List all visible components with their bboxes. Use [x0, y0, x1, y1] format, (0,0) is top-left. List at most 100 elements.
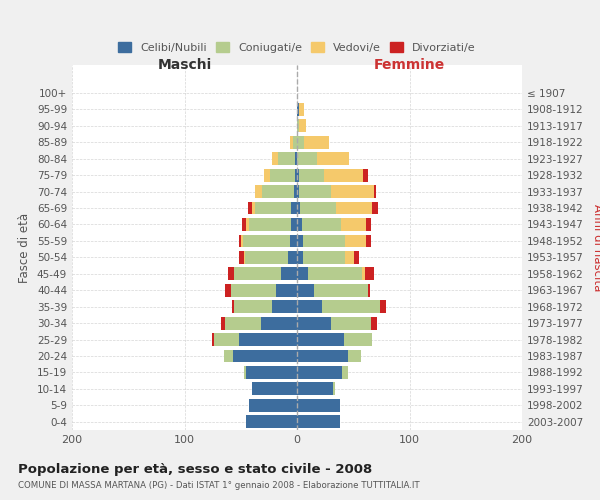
- Bar: [342, 366, 347, 379]
- Bar: [380, 300, 386, 313]
- Bar: [365, 218, 371, 231]
- Bar: [297, 152, 317, 165]
- Bar: [347, 350, 361, 362]
- Bar: [362, 268, 365, 280]
- Bar: [261, 316, 297, 330]
- Bar: [295, 168, 297, 181]
- Bar: [344, 333, 373, 346]
- Bar: [239, 333, 297, 346]
- Bar: [346, 234, 365, 248]
- Bar: [297, 251, 302, 264]
- Bar: [304, 136, 329, 148]
- Bar: [248, 218, 292, 231]
- Bar: [247, 416, 297, 428]
- Bar: [333, 382, 335, 396]
- Bar: [225, 284, 230, 296]
- Bar: [290, 136, 293, 148]
- Bar: [297, 168, 299, 181]
- Bar: [317, 152, 349, 165]
- Bar: [302, 218, 341, 231]
- Bar: [331, 185, 373, 198]
- Text: Femmine: Femmine: [374, 58, 445, 71]
- Bar: [245, 251, 288, 264]
- Bar: [248, 202, 252, 214]
- Bar: [293, 136, 297, 148]
- Bar: [322, 300, 380, 313]
- Bar: [297, 316, 331, 330]
- Bar: [331, 316, 371, 330]
- Bar: [247, 218, 248, 231]
- Bar: [365, 234, 371, 248]
- Bar: [297, 300, 322, 313]
- Bar: [242, 218, 247, 231]
- Bar: [297, 333, 344, 346]
- Bar: [212, 333, 214, 346]
- Bar: [225, 316, 261, 330]
- Bar: [290, 234, 297, 248]
- Bar: [221, 316, 225, 330]
- Bar: [371, 316, 377, 330]
- Bar: [224, 350, 233, 362]
- Bar: [252, 202, 256, 214]
- Bar: [293, 185, 297, 198]
- Bar: [314, 284, 368, 296]
- Bar: [234, 268, 281, 280]
- Bar: [278, 152, 295, 165]
- Bar: [297, 350, 347, 362]
- Bar: [297, 399, 340, 412]
- Bar: [214, 333, 239, 346]
- Bar: [297, 284, 314, 296]
- Bar: [241, 234, 243, 248]
- Bar: [234, 300, 272, 313]
- Bar: [365, 268, 373, 280]
- Bar: [373, 202, 378, 214]
- Bar: [295, 152, 297, 165]
- Bar: [297, 103, 299, 116]
- Bar: [239, 234, 241, 248]
- Bar: [239, 251, 244, 264]
- Bar: [256, 202, 292, 214]
- Bar: [281, 268, 297, 280]
- Bar: [302, 234, 346, 248]
- Bar: [341, 218, 365, 231]
- Bar: [297, 268, 308, 280]
- Bar: [248, 399, 297, 412]
- Bar: [299, 185, 331, 198]
- Bar: [262, 185, 293, 198]
- Bar: [272, 152, 278, 165]
- Text: COMUNE DI MASSA MARTANA (PG) - Dati ISTAT 1° gennaio 2008 - Elaborazione TUTTITA: COMUNE DI MASSA MARTANA (PG) - Dati ISTA…: [18, 481, 419, 490]
- Bar: [299, 103, 304, 116]
- Bar: [272, 300, 297, 313]
- Bar: [364, 168, 368, 181]
- Legend: Celibi/Nubili, Coniugati/e, Vedovi/e, Divorziati/e: Celibi/Nubili, Coniugati/e, Vedovi/e, Di…: [114, 38, 480, 58]
- Bar: [292, 218, 297, 231]
- Bar: [299, 168, 324, 181]
- Bar: [244, 366, 247, 379]
- Bar: [297, 234, 302, 248]
- Bar: [229, 268, 234, 280]
- Bar: [308, 268, 362, 280]
- Bar: [346, 251, 355, 264]
- Bar: [302, 251, 346, 264]
- Bar: [265, 168, 270, 181]
- Bar: [297, 382, 333, 396]
- Bar: [297, 136, 304, 148]
- Bar: [297, 366, 342, 379]
- Bar: [368, 284, 370, 296]
- Bar: [230, 284, 275, 296]
- Bar: [355, 251, 359, 264]
- Bar: [243, 234, 290, 248]
- Bar: [288, 251, 297, 264]
- Bar: [297, 202, 301, 214]
- Bar: [244, 251, 245, 264]
- Bar: [301, 202, 337, 214]
- Y-axis label: Fasce di età: Fasce di età: [19, 212, 31, 282]
- Bar: [337, 202, 373, 214]
- Bar: [292, 202, 297, 214]
- Bar: [256, 185, 262, 198]
- Bar: [297, 218, 302, 231]
- Text: Maschi: Maschi: [157, 58, 212, 71]
- Y-axis label: Anni di nascita: Anni di nascita: [590, 204, 600, 291]
- Text: Popolazione per età, sesso e stato civile - 2008: Popolazione per età, sesso e stato civil…: [18, 462, 372, 475]
- Bar: [297, 416, 340, 428]
